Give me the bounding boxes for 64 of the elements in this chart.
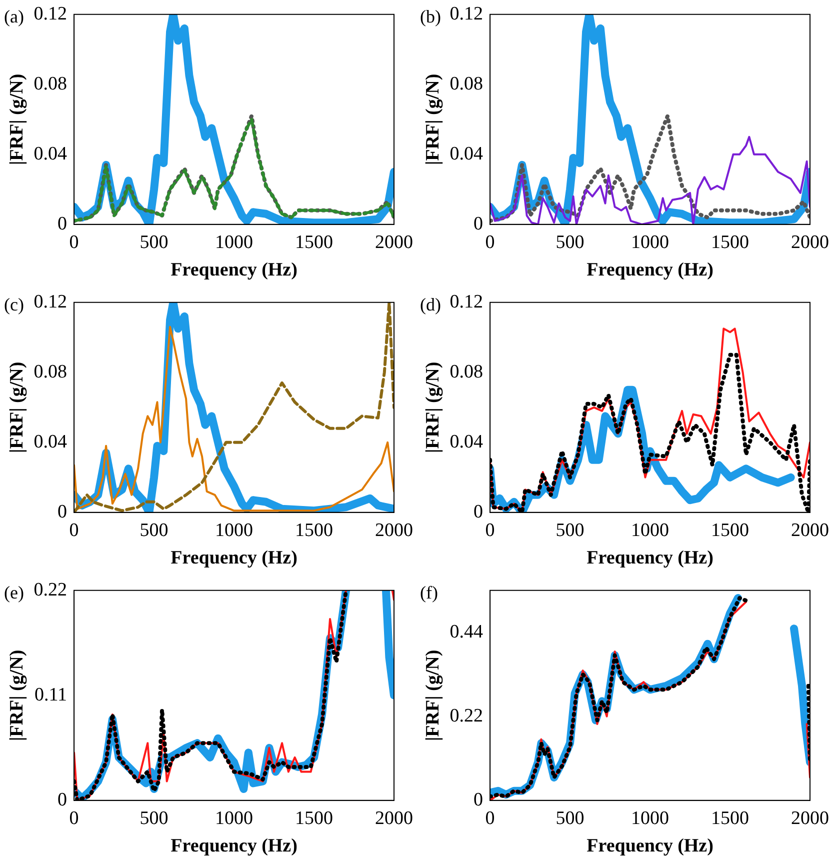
y-axis-title: |FRF| (g/N) <box>6 650 28 742</box>
x-tick-label: 500 <box>556 232 584 253</box>
x-tick-label: 1000 <box>215 808 254 829</box>
y-tick-label: 0.08 <box>450 361 484 382</box>
x-tick-label: 1500 <box>295 520 334 541</box>
x-axis-title: Frequency (Hz) <box>170 836 298 857</box>
x-tick-label: 1000 <box>215 232 254 253</box>
y-tick-label: 0.04 <box>450 143 484 164</box>
x-tick-label: 500 <box>140 232 168 253</box>
y-tick-label: 0 <box>474 501 484 522</box>
y-tick-label: 0.11 <box>34 684 68 706</box>
y-tick-label: 0.12 <box>34 3 68 24</box>
x-tick-label: 1500 <box>295 808 334 829</box>
y-axis-title: |FRF| (g/N) <box>6 362 28 454</box>
y-tick-label: 0 <box>58 789 68 810</box>
chart-title: (b) <box>420 6 441 26</box>
x-tick-label: 1000 <box>631 808 670 829</box>
y-tick-label: 0.22 <box>450 705 484 726</box>
x-axis-title: Frequency (Hz) <box>586 548 714 569</box>
x-tick-label: 500 <box>140 808 168 829</box>
x-tick-label: 500 <box>556 520 584 541</box>
y-tick-label: 0.04 <box>34 143 68 164</box>
x-tick-label: 1500 <box>711 232 750 253</box>
chart-title: (f) <box>420 582 438 602</box>
x-axis-title: Frequency (Hz) <box>586 260 714 281</box>
y-tick-label: 0.04 <box>450 431 484 452</box>
chart-title: (c) <box>4 294 24 314</box>
y-tick-label: 0.04 <box>34 431 68 452</box>
x-tick-label: 1500 <box>711 808 750 829</box>
x-axis-title: Frequency (Hz) <box>170 260 298 281</box>
x-tick-label: 500 <box>556 808 584 829</box>
x-tick-label: 2000 <box>375 808 413 829</box>
y-tick-label: 0 <box>474 213 484 234</box>
y-axis-title: |FRF| (g/N) <box>422 650 444 742</box>
x-tick-label: 2000 <box>791 232 829 253</box>
x-tick-label: 2000 <box>375 232 413 253</box>
chart-title: (d) <box>420 294 441 314</box>
x-tick-label: 1000 <box>631 232 670 253</box>
chart-title: (a) <box>4 6 24 26</box>
y-tick-label: 0.12 <box>450 3 484 24</box>
x-tick-label: 1000 <box>631 520 670 541</box>
y-tick-label: 0 <box>58 501 68 522</box>
y-tick-label: 0 <box>58 213 68 234</box>
x-tick-label: 1000 <box>215 520 254 541</box>
chart-title: (e) <box>4 582 24 602</box>
y-tick-label: 0.12 <box>34 291 68 312</box>
y-axis-title: |FRF| (g/N) <box>422 74 444 166</box>
y-axis-title: |FRF| (g/N) <box>6 74 28 166</box>
y-tick-label: 0.12 <box>450 291 484 312</box>
x-tick-label: 2000 <box>791 520 829 541</box>
y-tick-label: 0.22 <box>34 579 68 600</box>
x-axis-title: Frequency (Hz) <box>586 836 714 857</box>
x-axis-title: Frequency (Hz) <box>170 548 298 569</box>
x-tick-label: 2000 <box>791 808 829 829</box>
x-tick-label: 1500 <box>711 520 750 541</box>
x-tick-label: 1500 <box>295 232 334 253</box>
x-tick-label: 2000 <box>375 520 413 541</box>
y-tick-label: 0.08 <box>34 73 68 94</box>
y-tick-label: 0 <box>474 789 484 810</box>
y-tick-label: 0.08 <box>450 73 484 94</box>
y-tick-label: 0.08 <box>34 361 68 382</box>
y-axis-title: |FRF| (g/N) <box>422 362 444 454</box>
x-tick-label: 500 <box>140 520 168 541</box>
y-tick-label: 0.44 <box>450 621 484 642</box>
